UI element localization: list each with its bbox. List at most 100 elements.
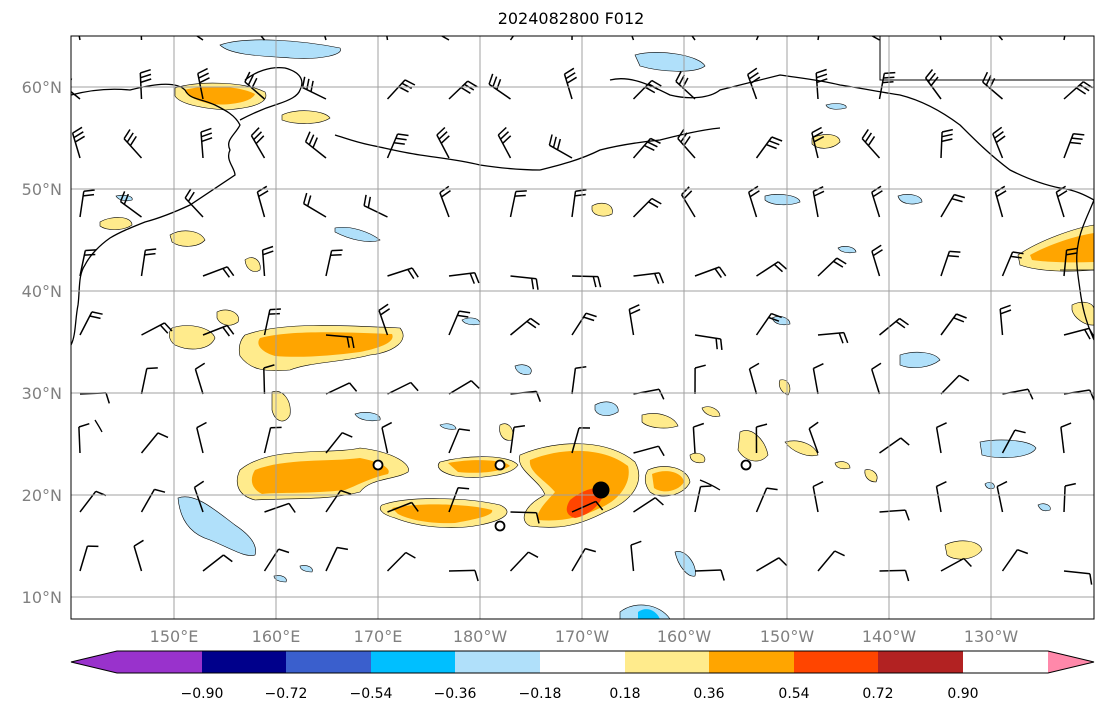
wind-barb-feather [719,338,723,350]
wind-barb-feather [882,81,894,84]
wind-barb-feather [681,186,690,196]
wind-barb-shaft [509,551,529,572]
colorbar-extend-high [1048,651,1094,673]
wind-barb-feather [985,74,992,86]
wind-barb-feather [821,18,832,19]
wind-barb-feather [75,10,85,15]
latitude-labels: 60°N 50°N 40°N 30°N 20°N 10°N [22,78,62,607]
wind-barb-feather [331,249,343,252]
wind-barb-feather [720,569,725,581]
wind-barb-feather [715,338,718,350]
lon-label: 170°E [354,627,403,646]
anomaly-positive-small-7 [591,202,613,217]
wind-barb-feather [502,135,512,144]
wind-barb-feather [963,557,972,568]
colorbar-tick-label: 0.90 [947,686,978,702]
wind-barb-feather [1000,309,1012,315]
wind-barb-feather [330,253,342,256]
wind-barb-feather [262,245,274,251]
wind-barb-feather [435,21,438,32]
wind-barb-feather [575,366,587,369]
wind-barb-feather [749,190,760,198]
wind-barb-feather [83,193,95,197]
wind-barb-feather [812,481,824,488]
wind-barb-feather [566,76,577,84]
wind-barb-feather [133,539,144,547]
wind-barb-feather [836,257,847,265]
anomaly-positive-small-3 [641,413,679,429]
wind-barb-feather [384,14,394,19]
wind-barb-shaft [879,437,902,454]
wind-barb-feather [585,312,597,318]
wind-barb-feather [1071,137,1083,141]
anomaly-positive-small-2 [737,430,769,462]
wind-barb-feather [341,432,353,438]
anomaly-positive-small-14 [834,461,851,470]
wind-barb-feather [398,86,409,93]
wind-barb-shaft [692,427,696,454]
coastlines [71,36,1094,491]
wind-barb-feather [995,135,1006,144]
map-title: 2024082800 F012 [497,9,645,28]
wind-barb-shaft [381,427,389,454]
colorbar-tick-label: −0.18 [519,686,562,702]
wind-barb-feather [201,132,213,138]
wind-barb-feather [77,19,87,24]
wind-barb-feather [938,19,948,24]
lon-label: 160°E [252,627,301,646]
colorbar-extend-low [71,651,117,673]
colorbar-tick-label: −0.36 [434,686,477,702]
wind-barb-shaft [817,550,836,572]
wind-barb-shaft [448,428,460,454]
wind-barb-feather [181,15,185,25]
wind-barb-feather [748,72,759,80]
wind-barb-feather [367,196,372,208]
wind-barb-feather [469,273,475,284]
north-america-coastline [1076,199,1094,341]
colorbar-tick-label: 0.72 [862,686,893,702]
wind-barb-feather [683,190,693,200]
wind-barb-feather [226,325,235,335]
colorbar-swatch [794,651,878,673]
wind-barb-feather [497,126,507,136]
wind-barb-feather [440,135,450,144]
wind-barb-feather [771,136,783,142]
wind-barb-feather [766,487,778,491]
lon-label: 180°W [453,627,508,646]
wind-barb-feather [306,195,312,207]
wind-barb-shaft [940,194,955,218]
wind-barb-feather [405,551,416,559]
wind-barb-feather [492,76,498,88]
wind-barb-feather [1075,87,1087,95]
lat-label: 40°N [22,282,62,301]
wind-barb-feather [953,193,966,199]
wind-barb-feather [1060,422,1072,428]
wind-barb-feather [141,20,152,23]
wind-barb-feather [222,267,231,278]
lat-label: 20°N [22,486,62,505]
wind-barb-feather [768,140,780,146]
wind-barb-shaft [1060,427,1065,454]
wind-barb-feather [129,135,137,147]
wind-barb-feather [584,547,597,553]
wind-barb-feather [813,190,825,197]
wind-barb-feather [84,253,96,256]
wind-barb-feather [871,244,882,252]
wind-barb-feather [83,189,95,193]
wind-barb-feather [269,308,281,311]
wind-barb-feather [488,73,494,85]
wind-barb-shaft [325,382,350,395]
wind-barb-shaft [79,545,89,572]
wind-barb-feather [1079,84,1090,92]
wind-barb-feather [675,71,682,82]
wind-barb-feather [255,135,265,145]
wind-barb-shaft [510,511,537,514]
wind-barb-feather [552,136,557,148]
wind-barb-feather [947,255,959,258]
wind-barb-feather [630,540,642,546]
wind-barb-feather [526,19,536,23]
wind-barb-feather [904,509,910,521]
anomaly-negative-18 [825,103,847,110]
wind-barb-feather [808,421,819,430]
wind-barb-shaft [940,557,965,572]
